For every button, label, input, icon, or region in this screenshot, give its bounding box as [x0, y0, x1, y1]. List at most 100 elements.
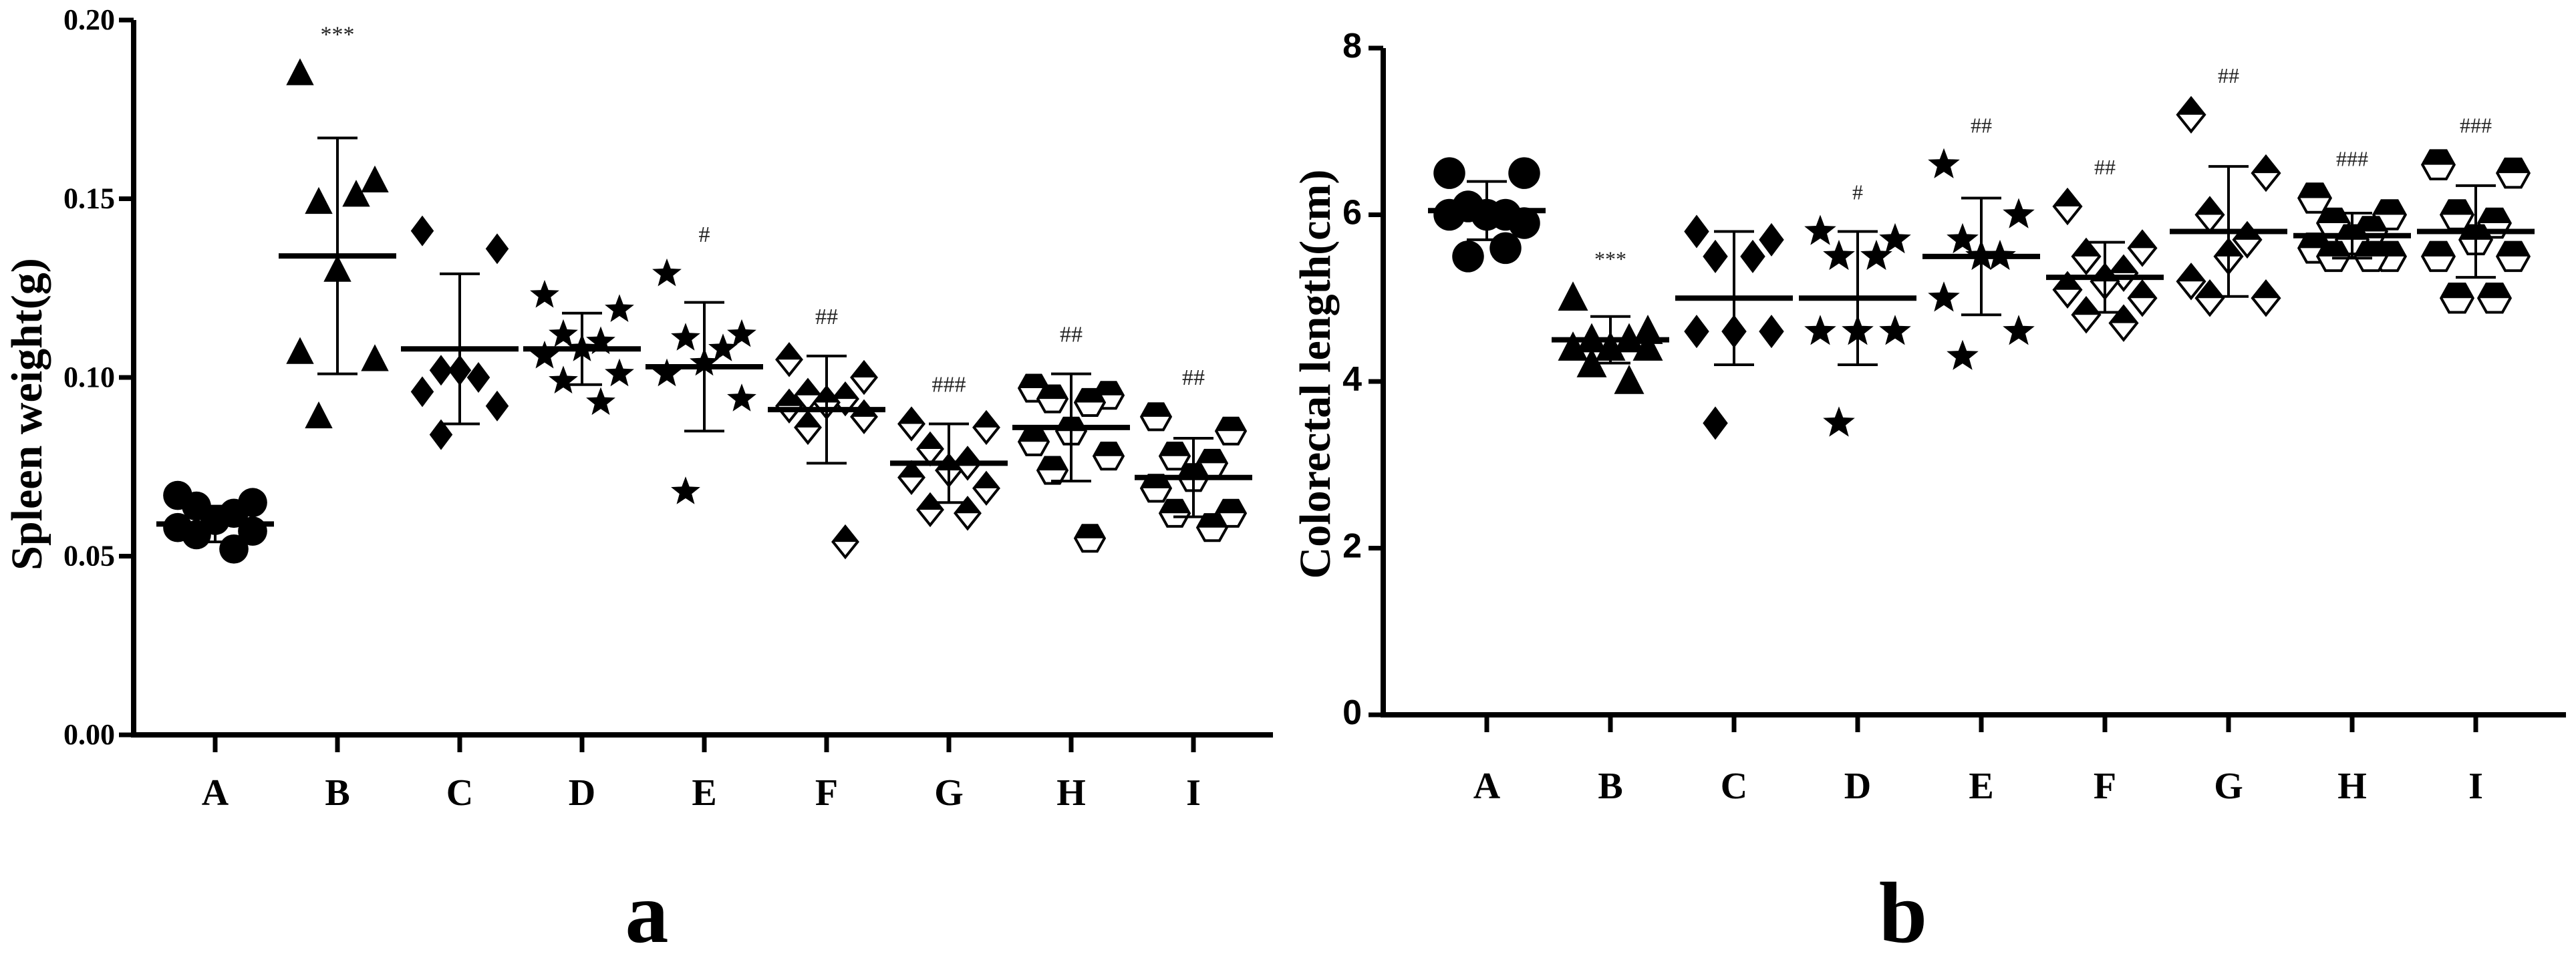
panel-a-point-I [1139, 402, 1173, 432]
panel-b-point-B [1632, 331, 1663, 361]
panel-a-point-F [850, 399, 878, 435]
panel-b-point-G [2194, 196, 2225, 234]
panel-b-point-E [1947, 339, 1979, 370]
panel-a-y-tick-label: 0.15 [63, 182, 115, 215]
panel-a-point-D [586, 387, 615, 416]
panel-b-significance-label: ## [1971, 114, 1992, 138]
panel-b-point-A [1489, 232, 1522, 265]
panel-a-point-B [305, 186, 333, 214]
panel-a-point-H [1017, 427, 1050, 456]
panel-b-point-B [1558, 281, 1588, 311]
panel-b-point-I [2495, 157, 2531, 189]
panel-a-x-tick-label: C [446, 772, 473, 814]
panel-b-point-H [2315, 241, 2351, 273]
panel-b-point-H [2353, 241, 2389, 273]
panel-a-x-tick-label: F [815, 772, 838, 814]
panel-b-y-tick-label: 0 [1342, 693, 1362, 732]
panel-a-point-F [775, 342, 803, 377]
panel-b-point-A [1508, 157, 1540, 189]
panel-b-point-D [1879, 315, 1911, 345]
panel-a-point-C [485, 390, 509, 422]
panel-a-point-G [916, 431, 944, 467]
panel-a-label: a [625, 865, 669, 960]
panel-a-point-D [605, 358, 634, 387]
panel-b-point-I [2420, 149, 2456, 180]
panel-b-label: b [1879, 865, 1927, 960]
panel-a-point-B [361, 344, 389, 371]
panel-b-point-F [2071, 237, 2102, 276]
panel-a-point-F [850, 359, 878, 395]
panel-a-y-tick-label: 0.05 [63, 540, 115, 573]
panel-b-point-I [2495, 241, 2531, 273]
panel-a-point-F [775, 388, 803, 424]
panel-a-point-D [530, 340, 559, 369]
panel-a-point-C [466, 362, 490, 393]
panel-b-point-C [1684, 315, 1709, 349]
panel-b-point-D [1804, 315, 1836, 345]
panel-a-point-E [708, 333, 738, 361]
panel-a-y-tick-label: 0.10 [63, 361, 115, 393]
panel-b-point-D [1804, 214, 1836, 245]
panel-a-point-D [549, 365, 578, 393]
panel-a-point-F [831, 524, 859, 560]
panel-b-point-C [1759, 315, 1784, 349]
panel-b-point-C [1684, 214, 1709, 249]
panel-a-point-C [410, 215, 434, 247]
panel-b-point-D [1860, 239, 1892, 271]
panel-a-point-H [1036, 384, 1069, 414]
panel-a-point-I [1158, 498, 1191, 528]
panel-b-point-E [2003, 198, 2035, 228]
panel-a-significance-label: ## [1182, 365, 1205, 390]
panel-a-point-B [342, 180, 370, 207]
panel-b-point-H [2297, 182, 2333, 214]
panel-b-point-F [2071, 295, 2102, 334]
panel-b-x-tick-label: B [1598, 766, 1622, 807]
panel-b-significance-label: # [1852, 180, 1863, 204]
panel-b-point-C [1759, 222, 1784, 257]
panel-a-y-tick-label: 0.00 [63, 718, 115, 751]
panel-a-x-tick-label: E [692, 772, 716, 814]
panel-b-x-tick-label: G [2214, 766, 2243, 807]
panel-a-point-G [954, 496, 982, 531]
panel-b-point-A [1508, 207, 1540, 239]
panel-a-point-D [586, 326, 615, 355]
panel-a-point-H [1073, 524, 1107, 553]
panel-a-x-tick-label: A [202, 772, 229, 814]
panel-a-y-tick-label: 0.20 [63, 3, 115, 36]
panel-a-x-tick-label: D [569, 772, 595, 814]
panel-b-point-C [1703, 239, 1728, 273]
panel-b-point-E [1928, 148, 1960, 178]
panel-a-point-H [1092, 442, 1125, 471]
panel-a-point-G [972, 470, 1000, 506]
panel-a-point-H [1036, 456, 1069, 485]
panel-a-x-tick-label: B [325, 772, 349, 814]
panel-a-point-E [671, 476, 700, 504]
panel-b-point-I [2439, 283, 2475, 314]
panel-b-x-tick-label: H [2337, 766, 2367, 807]
panel-b-significance-label: *** [1594, 247, 1626, 271]
panel-a-significance-label: # [699, 222, 710, 247]
panel-b-point-G [2194, 279, 2225, 317]
panel-a-x-tick-label: I [1186, 772, 1201, 814]
panel-a-point-G [972, 410, 1000, 446]
panel-a-significance-label: ## [1060, 323, 1083, 347]
panel-a-point-B [361, 165, 389, 192]
panel-b-point-I [2439, 199, 2475, 230]
panel-b-point-E [1947, 222, 1979, 254]
panel-b-point-G [2251, 279, 2281, 317]
panel-b-x-tick-label: E [1969, 766, 1993, 807]
panel-b-point-F [2052, 187, 2083, 226]
panel-a-point-I [1214, 416, 1248, 446]
panel-a-point-D [530, 280, 559, 308]
panel-b-point-A [1433, 198, 1465, 231]
panel-a-point-G [897, 406, 925, 442]
panel-b-point-G [2251, 154, 2281, 192]
panel-a-spleen-weight-chart: Spleen weight(g) a 0.00 0.05 0.10 0.15 0.20 A… [3, 3, 1273, 960]
panel-a-point-E [652, 358, 682, 387]
panel-b-significance-label: ### [2336, 147, 2368, 171]
panel-b-point-G [2176, 96, 2206, 134]
panel-b-point-B [1632, 315, 1663, 344]
panel-a-point-D [549, 319, 578, 347]
panel-b-point-I [2476, 283, 2513, 314]
